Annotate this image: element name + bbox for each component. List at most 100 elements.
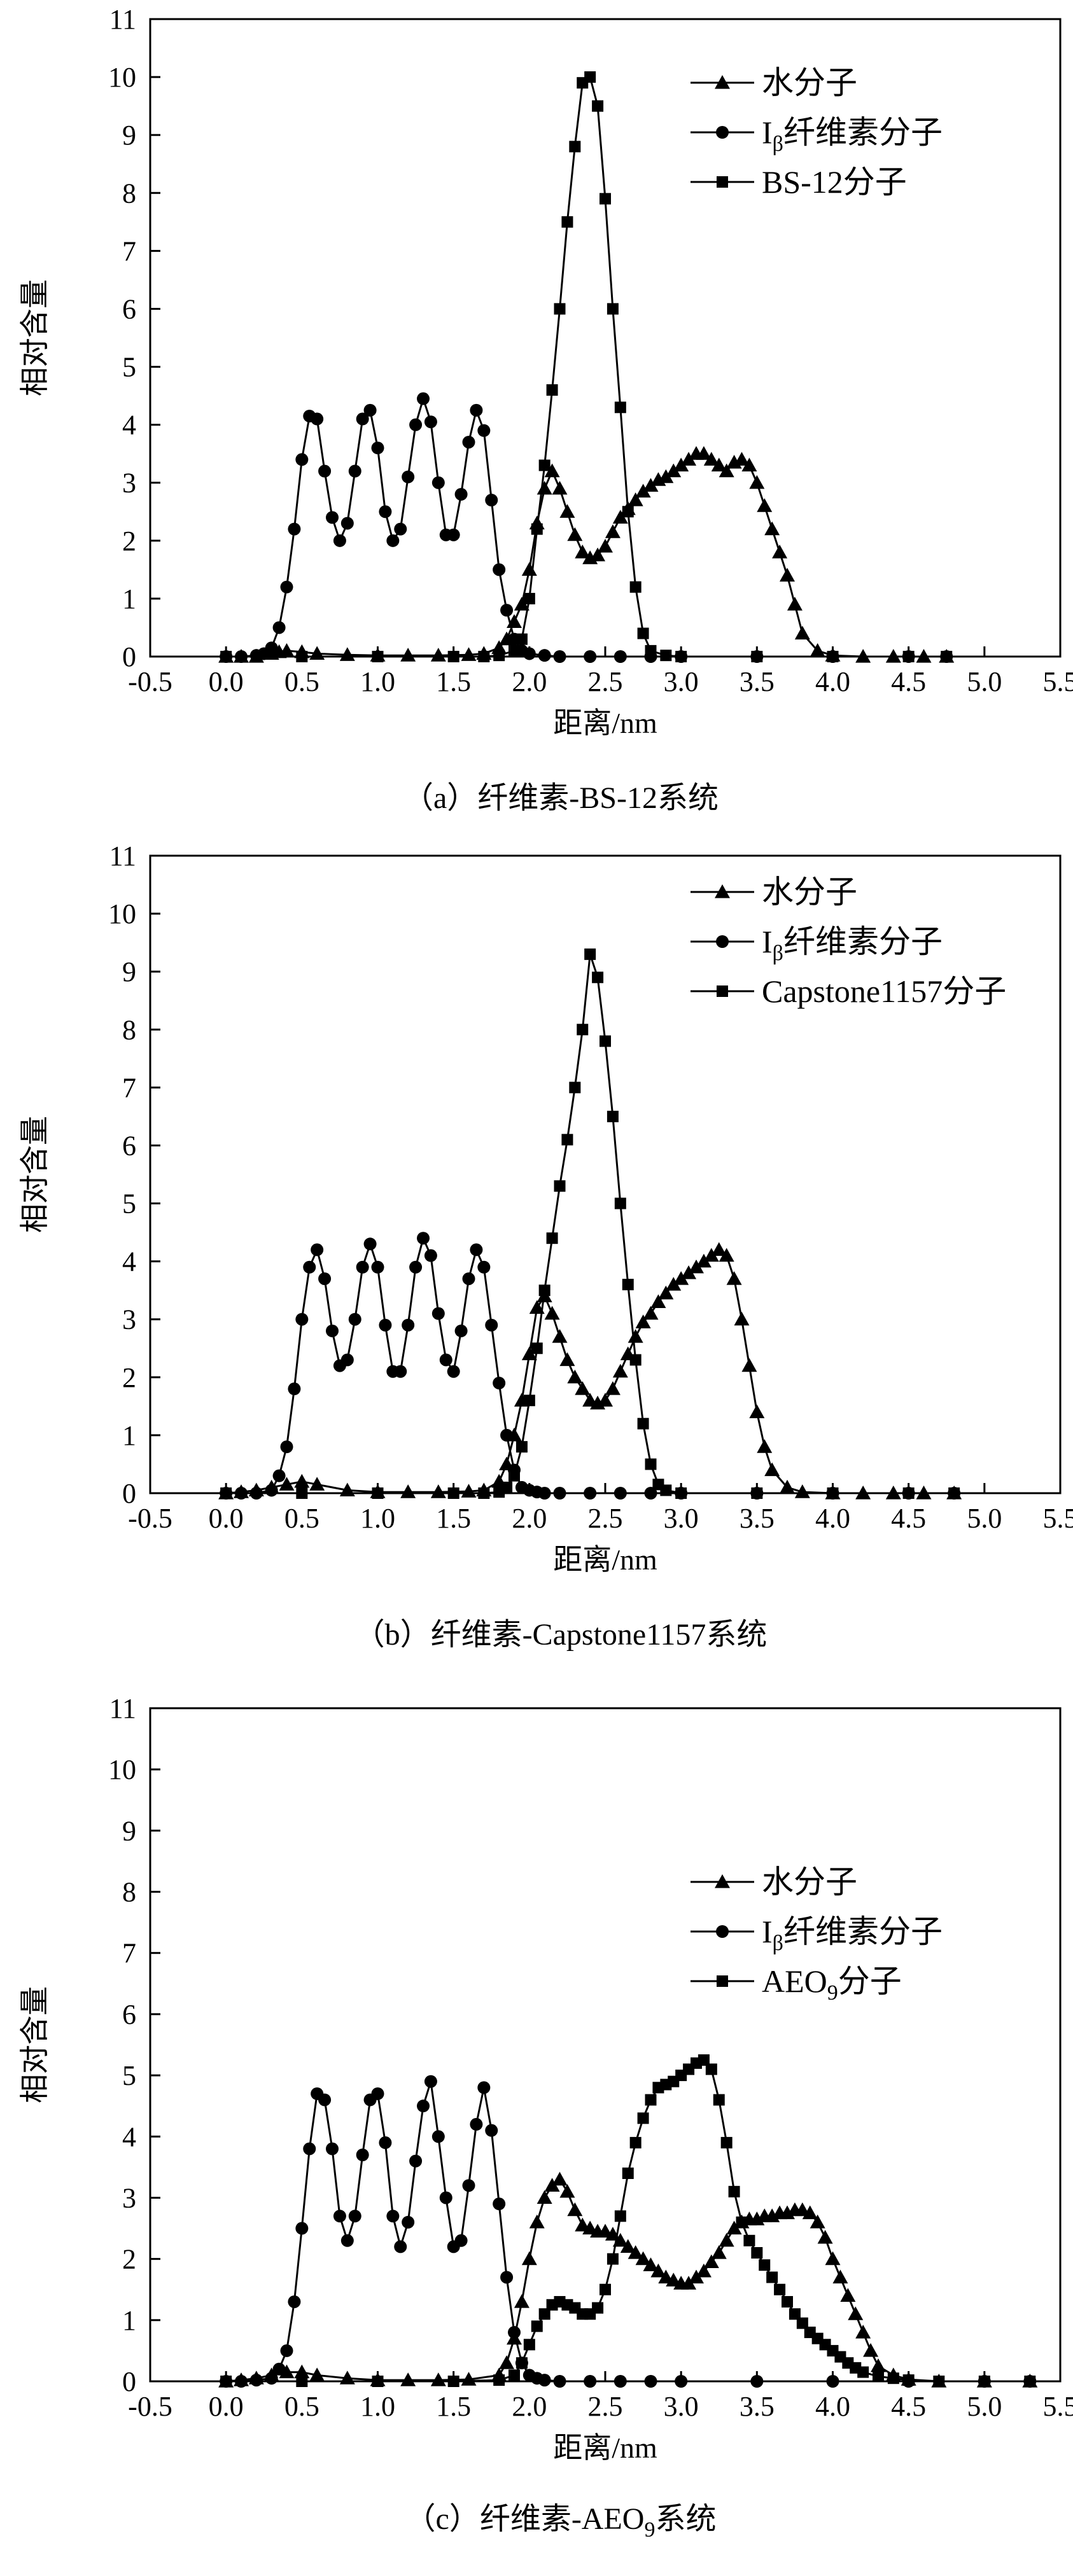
data-point — [326, 2142, 339, 2155]
data-point — [288, 2295, 301, 2308]
data-point — [559, 504, 575, 518]
data-point — [279, 643, 295, 657]
data-point — [295, 1312, 309, 1326]
data-point — [309, 2367, 325, 2381]
data-point — [622, 506, 634, 518]
data-point — [501, 1481, 513, 1493]
data-point — [660, 1484, 672, 1496]
data-point — [719, 463, 734, 478]
data-point — [711, 2245, 727, 2259]
data-point — [249, 2374, 263, 2387]
data-point — [598, 1393, 613, 1407]
series-square — [220, 948, 960, 1499]
data-point — [553, 2375, 566, 2388]
data-point — [515, 633, 528, 645]
y-tick-label: 2 — [122, 2244, 136, 2275]
data-point — [941, 651, 953, 662]
data-point — [356, 2148, 369, 2162]
data-point — [902, 2374, 915, 2386]
y-tick-label: 0 — [122, 2366, 136, 2397]
data-point — [628, 2245, 643, 2259]
data-point — [552, 480, 568, 495]
data-point — [978, 2376, 990, 2387]
data-point — [629, 1354, 642, 1366]
data-point — [303, 2142, 316, 2155]
x-tick-label: 0.0 — [209, 2391, 244, 2422]
data-point — [372, 2376, 384, 2387]
data-point — [417, 392, 430, 405]
data-point — [787, 597, 803, 611]
data-point — [340, 2234, 354, 2247]
legend-label-main: BS-12分子 — [762, 164, 907, 200]
data-point — [265, 641, 278, 655]
legend-label-subscript: β — [773, 1932, 783, 1955]
data-point — [575, 545, 591, 559]
legend-item: 水分子 — [691, 65, 857, 101]
data-point — [1024, 2376, 1036, 2387]
data-point — [311, 412, 324, 426]
legend-label: 水分子 — [762, 1864, 857, 1900]
x-tick-label: 4.5 — [891, 666, 926, 697]
data-point — [431, 476, 445, 489]
x-tick-label: 5.5 — [1043, 2391, 1073, 2422]
data-point — [614, 650, 627, 663]
y-tick-label: 1 — [122, 583, 136, 615]
data-point — [751, 1487, 763, 1499]
data-point — [848, 2306, 864, 2320]
data-point — [614, 1487, 627, 1500]
data-point — [318, 1272, 332, 1285]
data-point — [719, 1248, 734, 1262]
data-point — [493, 1376, 506, 1389]
data-point — [764, 1462, 780, 1477]
data-point — [689, 2269, 704, 2284]
data-point — [296, 2376, 308, 2387]
data-point — [713, 2094, 725, 2106]
data-point — [529, 1300, 545, 1314]
data-point — [584, 948, 596, 960]
data-point — [607, 303, 619, 315]
chart-panel-b: -0.5 0.0 0.5 1.0 1.5 2.0 2.5 3.0 3.5 4.0 4.5 5.0 5.5… — [18, 840, 1073, 1652]
data-point — [749, 1404, 765, 1419]
data-point — [567, 527, 583, 541]
data-point — [673, 1271, 689, 1285]
data-point — [430, 1484, 446, 1498]
caption-tail: 系统 — [655, 2502, 716, 2536]
data-point — [592, 971, 604, 984]
data-point — [348, 2210, 361, 2223]
legend-swatch-marker — [715, 884, 730, 898]
series-circle — [220, 2075, 1037, 2388]
legend-item: 水分子 — [691, 874, 857, 910]
data-point — [635, 2251, 651, 2266]
data-point — [711, 457, 727, 471]
data-point — [614, 1197, 626, 1209]
data-point — [645, 2094, 657, 2106]
data-point — [614, 401, 626, 414]
legend-label-main: I — [762, 924, 773, 959]
data-point — [607, 2253, 619, 2265]
caption-main: （c）纤维素-AEO — [405, 2502, 645, 2536]
legend-item: AEO9分子 — [691, 1963, 902, 2005]
y-tick-label: 6 — [122, 1999, 136, 2030]
data-point — [431, 1307, 445, 1320]
legend-label: Iβ纤维素分子 — [762, 924, 943, 965]
legend-label-main: 水分子 — [762, 1864, 857, 1900]
y-tick-label: 0 — [122, 1478, 136, 1509]
data-point — [280, 580, 293, 594]
data-point — [288, 1382, 301, 1396]
data-point — [371, 2087, 384, 2100]
data-point — [288, 522, 301, 536]
data-point — [817, 2229, 833, 2244]
y-tick-label: 3 — [122, 468, 136, 499]
data-point — [544, 463, 560, 478]
data-point — [757, 498, 773, 512]
data-point — [508, 2369, 520, 2381]
data-point — [220, 2376, 232, 2387]
data-point — [493, 2197, 506, 2211]
legend-swatch-marker — [716, 126, 729, 139]
chart-panel-c: -0.5 0.0 0.5 1.0 1.5 2.0 2.5 3.0 3.5 4.0 4.5 5.0 5.5… — [18, 1693, 1073, 2542]
figure-caption: （b）纤维素-Capstone1157系统 — [354, 1618, 768, 1652]
legend-swatch-marker — [716, 1925, 729, 1938]
data-point — [531, 523, 543, 535]
data-point — [363, 403, 377, 417]
data-point — [514, 2294, 529, 2308]
